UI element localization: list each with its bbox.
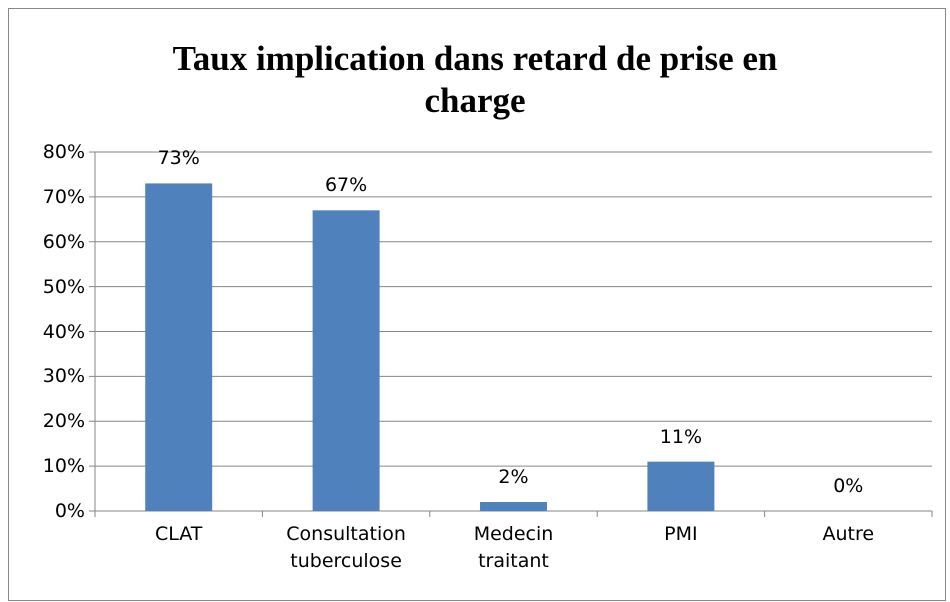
y-tick-label: 40% [42, 320, 85, 343]
bar [312, 210, 380, 511]
y-tick-label: 10% [42, 455, 85, 478]
y-tick-label: 30% [42, 365, 85, 388]
x-tick-label: Autre [822, 523, 875, 545]
y-tick-label: 50% [42, 275, 85, 298]
x-tick-label: Medecin traitant [473, 523, 554, 572]
x-tick-label: PMI [664, 523, 698, 545]
y-tick-label: 80% [42, 141, 85, 163]
x-tick-label: Consultation tuberculose [286, 523, 406, 572]
bar [647, 461, 715, 511]
data-label: 73% [157, 147, 200, 170]
data-label: 0% [833, 475, 864, 497]
y-tick-label: 60% [42, 230, 85, 253]
bar [145, 183, 213, 511]
data-label: 11% [659, 425, 702, 448]
y-tick-label: 20% [42, 410, 85, 433]
data-label: 2% [498, 466, 529, 489]
data-label: 67% [324, 174, 368, 197]
chart-title: Taux implication dans retard de prise en… [172, 39, 778, 120]
y-tick-label: 0% [54, 500, 85, 522]
y-tick-label: 70% [42, 185, 85, 208]
x-tick-label: CLAT [154, 523, 203, 545]
bar [480, 502, 547, 511]
